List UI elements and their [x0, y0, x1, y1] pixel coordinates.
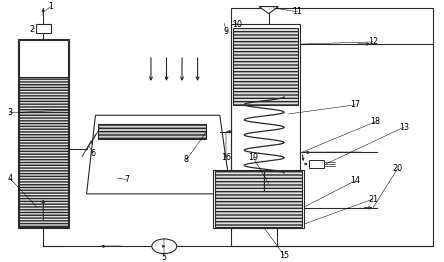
Bar — [233, 28, 298, 105]
Bar — [36, 24, 51, 33]
Polygon shape — [87, 115, 231, 194]
Text: 11: 11 — [293, 7, 302, 16]
Text: 10: 10 — [233, 20, 242, 29]
Text: 20: 20 — [392, 165, 402, 173]
Bar — [19, 77, 68, 227]
Text: 14: 14 — [350, 176, 360, 185]
Bar — [309, 160, 324, 168]
Bar — [19, 40, 68, 77]
Text: 6: 6 — [91, 149, 96, 158]
Text: 3: 3 — [7, 108, 12, 117]
Text: 13: 13 — [399, 123, 409, 132]
Bar — [233, 200, 298, 227]
Bar — [215, 171, 302, 227]
Circle shape — [152, 239, 177, 254]
Bar — [98, 124, 206, 139]
Text: 2: 2 — [29, 25, 35, 34]
Text: 4: 4 — [7, 174, 12, 183]
Polygon shape — [259, 7, 278, 14]
Bar — [213, 170, 304, 228]
Bar — [231, 24, 300, 228]
Text: 12: 12 — [368, 37, 378, 46]
Text: 16: 16 — [222, 153, 231, 162]
Text: 15: 15 — [279, 251, 289, 260]
Text: 5: 5 — [162, 253, 167, 262]
Text: 18: 18 — [370, 117, 380, 126]
Text: 21: 21 — [368, 195, 378, 204]
Text: 7: 7 — [124, 175, 129, 184]
Text: 9: 9 — [224, 27, 229, 36]
Bar — [231, 8, 433, 246]
Text: 19: 19 — [248, 153, 258, 162]
Text: 8: 8 — [184, 155, 189, 164]
Text: 1: 1 — [48, 2, 54, 11]
Bar — [18, 39, 69, 228]
Text: 17: 17 — [350, 100, 360, 109]
